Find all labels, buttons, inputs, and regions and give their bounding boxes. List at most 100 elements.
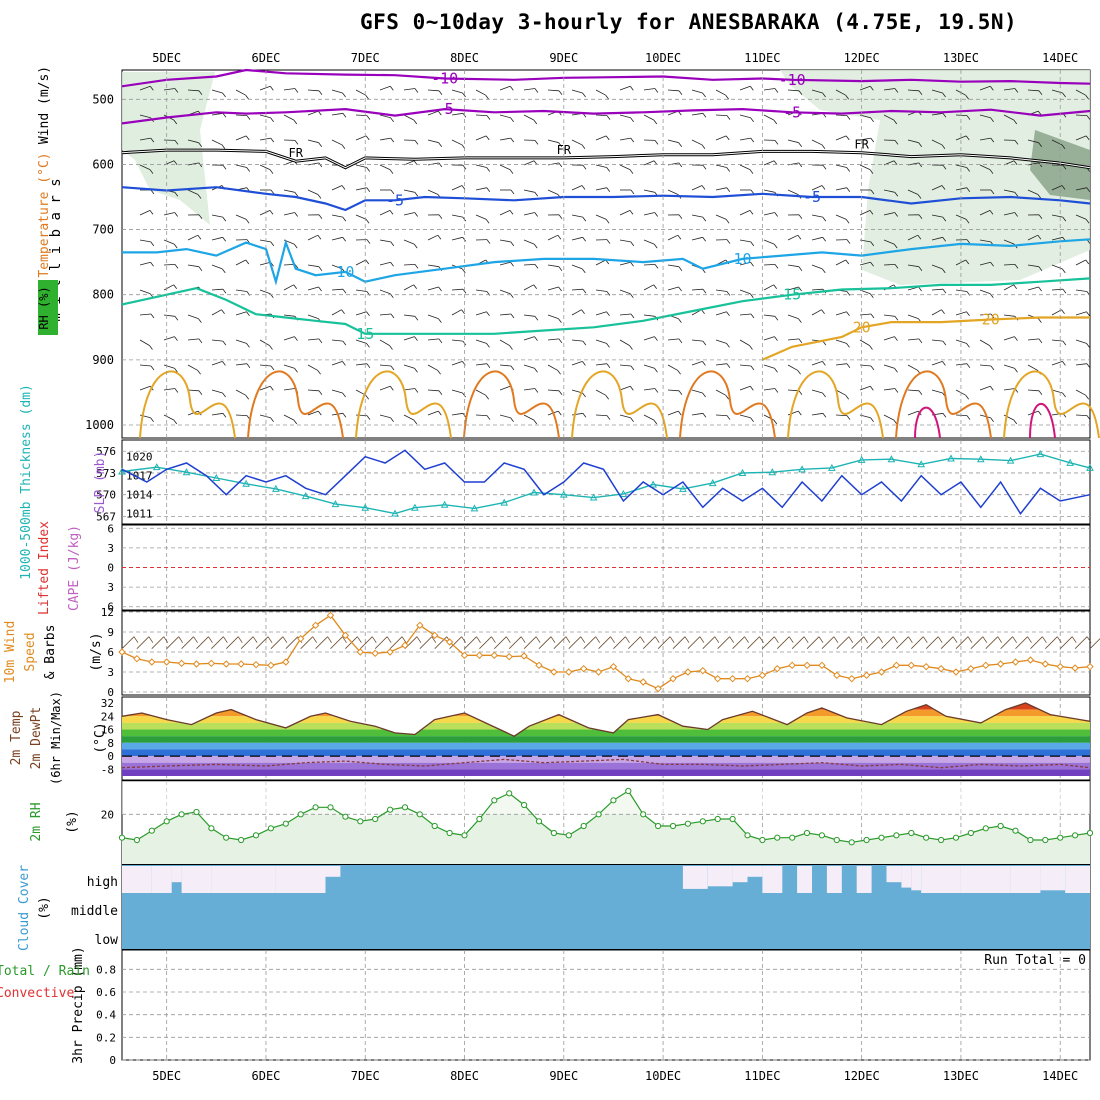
- wind-barb: [270, 417, 274, 423]
- wind-speed-marker: [996, 660, 1005, 668]
- wind-barb: [523, 284, 534, 291]
- wind-barb: [390, 117, 394, 123]
- isotherm-warm: [247, 370, 344, 439]
- wind-barb: [1061, 309, 1065, 314]
- wind-barb: [630, 261, 634, 267]
- wind-barb: [259, 114, 271, 119]
- wind-barb: [403, 114, 414, 121]
- wind-barb: [629, 85, 634, 91]
- wind-barb: [691, 139, 703, 146]
- wind-barb-10m: [580, 636, 586, 643]
- thickness-marker: [649, 480, 658, 488]
- wind-barb: [331, 185, 343, 191]
- wind-barb: [811, 389, 823, 394]
- wind-barb: [221, 144, 226, 150]
- wind-barb: [245, 94, 250, 100]
- cloud-high-gap: [886, 866, 902, 883]
- wind-barb: [667, 189, 679, 195]
- wind-barb: [523, 336, 535, 341]
- wind-speed-marker: [579, 664, 588, 673]
- wind-barb: [174, 140, 179, 145]
- wind-barb: [1027, 389, 1040, 392]
- wind-barb-10m: [955, 636, 969, 649]
- wind-barb: [571, 339, 583, 342]
- wind-speed-marker: [669, 674, 677, 683]
- wind-barb: [475, 164, 487, 168]
- wind-barb: [534, 336, 538, 341]
- wind-barb: [414, 212, 419, 217]
- wind-barb: [774, 212, 779, 217]
- wind-barb: [931, 185, 943, 191]
- wind-barb: [534, 367, 538, 373]
- wind-barb: [763, 212, 775, 216]
- wind-barb: [510, 313, 515, 319]
- wind-barb: [283, 189, 295, 193]
- wind-barb: [451, 412, 463, 416]
- wind-barb: [414, 88, 419, 93]
- wind-barb: [691, 361, 703, 366]
- wind-barb: [787, 89, 800, 92]
- wind-barb: [955, 414, 968, 416]
- wind-barb: [966, 415, 971, 420]
- wind-barb: [198, 338, 203, 344]
- wind-speed-marker: [520, 652, 528, 660]
- wind-barb: [979, 289, 991, 295]
- wind-barb: [198, 318, 202, 323]
- wind-tick-label: 9: [107, 626, 114, 639]
- wind-barb: [438, 390, 443, 396]
- wind-barb: [390, 189, 395, 195]
- wind-barb: [222, 413, 227, 418]
- wind-barb: [198, 390, 203, 396]
- wind-barb: [1014, 336, 1018, 341]
- wind-barb: [763, 189, 775, 193]
- x-tick-label-bottom: 9DEC: [549, 1069, 578, 1083]
- wind-barb: [739, 313, 752, 316]
- wind-barb: [750, 261, 754, 267]
- wind-barb: [259, 137, 271, 141]
- wind-barb: [739, 85, 751, 91]
- wind-barb: [486, 343, 490, 348]
- wind-barb-10m: [687, 636, 701, 649]
- wind-barb: [787, 364, 798, 371]
- rh-marker: [848, 839, 855, 846]
- wind-barb: [437, 370, 441, 375]
- rh-shade-area: [122, 72, 215, 225]
- wind-barb-10m: [193, 636, 198, 643]
- wind-barb: [931, 389, 943, 394]
- isotherm-hot: [1029, 402, 1056, 439]
- cloud-level-label: low: [95, 933, 119, 948]
- wind-barb: [163, 212, 175, 216]
- wind-barb: [629, 169, 634, 174]
- rh-marker: [610, 797, 617, 804]
- wind-barb: [907, 234, 919, 241]
- wind-barb-10m: [970, 636, 984, 649]
- wind-barb: [630, 137, 635, 143]
- wind-barb: [318, 90, 323, 96]
- wind-barb: [798, 390, 803, 396]
- wind-barb: [1014, 264, 1019, 269]
- x-tick-label-top: 10DEC: [645, 51, 681, 65]
- rh-marker: [908, 829, 915, 837]
- wind-barb: [150, 189, 155, 195]
- wind-barb: [1086, 115, 1091, 120]
- wind-barb: [150, 241, 155, 247]
- wind-barb: [293, 284, 298, 290]
- wind-barb: [283, 114, 294, 121]
- stability-tick-label: 6: [107, 601, 114, 614]
- wind-barb: [571, 236, 583, 241]
- wind-barb: [715, 389, 726, 396]
- wind-speed-marker: [907, 661, 915, 670]
- wind-barb: [307, 162, 319, 166]
- temp-band: [122, 756, 1090, 763]
- temp-line: [121, 702, 1091, 737]
- wind-barb: [870, 261, 874, 267]
- wind-speed-marker: [297, 634, 305, 643]
- wind-barb-10m: [315, 636, 328, 649]
- temp-band: [122, 749, 1090, 757]
- wind-barb-10m: [937, 636, 943, 643]
- wind-barb-10m: [672, 636, 686, 649]
- stability-tick-label: 3: [107, 542, 114, 555]
- wind-barb: [979, 164, 991, 170]
- wind-barb: [630, 189, 635, 195]
- wind-barb: [630, 365, 635, 371]
